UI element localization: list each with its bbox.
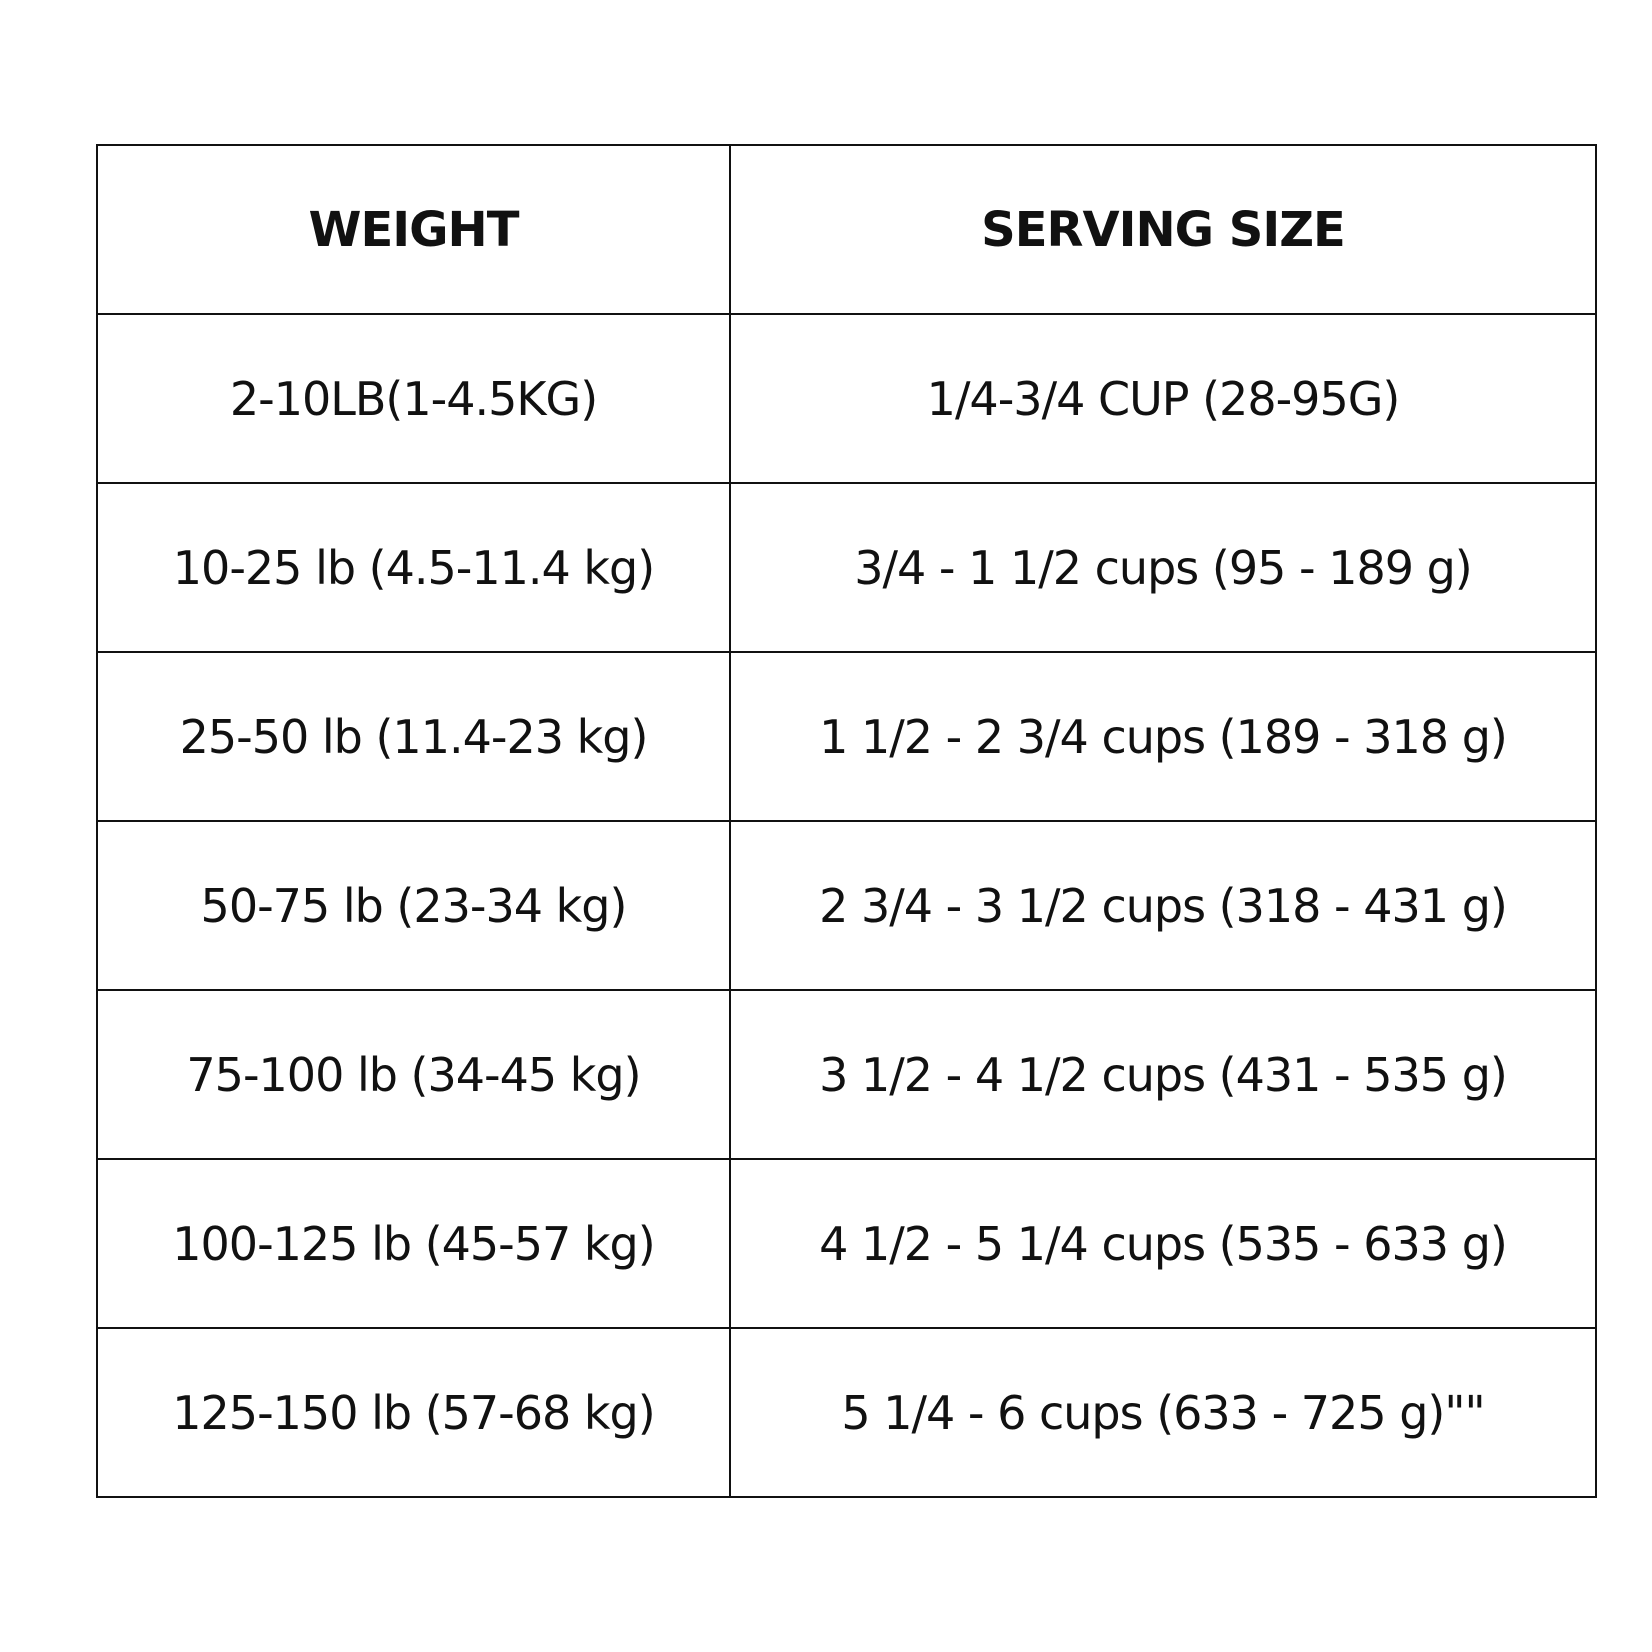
table-cell: 5 1/4 - 6 cups (633 - 725 g)"" <box>729 1327 1597 1498</box>
table-cell: 25-50 lb (11.4-23 kg) <box>96 651 731 822</box>
table-cell: 10-25 lb (4.5-11.4 kg) <box>96 482 731 653</box>
table-cell: 75-100 lb (34-45 kg) <box>96 989 731 1160</box>
table-row: 10-25 lb (4.5-11.4 kg) 3/4 - 1 1/2 cups (… <box>96 482 1597 653</box>
table-cell: 100-125 lb (45-57 kg) <box>96 1158 731 1329</box>
table-cell: 1/4-3/4 CUP (28-95G) <box>729 313 1597 484</box>
table-cell: 2 3/4 - 3 1/2 cups (318 - 431 g) <box>729 820 1597 991</box>
header-row: WEIGHT SERVING SIZE <box>96 144 1597 315</box>
table-row: 25-50 lb (11.4-23 kg) 1 1/2 - 2 3/4 cups … <box>96 651 1597 822</box>
serving-table: WEIGHT SERVING SIZE 2-10LB(1-4.5KG) 1/4-3… <box>96 144 1597 1498</box>
table-row: 100-125 lb (45-57 kg) 4 1/2 - 5 1/4 cups … <box>96 1158 1597 1329</box>
header-cell: WEIGHT <box>96 144 731 315</box>
table-cell: 125-150 lb (57-68 kg) <box>96 1327 731 1498</box>
table-row: 2-10LB(1-4.5KG) 1/4-3/4 CUP (28-95G) <box>96 313 1597 484</box>
table-cell: 2-10LB(1-4.5KG) <box>96 313 731 484</box>
table-cell: 3 1/2 - 4 1/2 cups (431 - 535 g) <box>729 989 1597 1160</box>
table-cell: 4 1/2 - 5 1/4 cups (535 - 633 g) <box>729 1158 1597 1329</box>
table-cell: 1 1/2 - 2 3/4 cups (189 - 318 g) <box>729 651 1597 822</box>
table-body: 2-10LB(1-4.5KG) 1/4-3/4 CUP (28-95G) 10-25… <box>96 313 1597 1498</box>
table-row: 125-150 lb (57-68 kg) 5 1/4 - 6 cups (633… <box>96 1327 1597 1498</box>
table-row: 50-75 lb (23-34 kg) 2 3/4 - 3 1/2 cups (3… <box>96 820 1597 991</box>
header-cell: SERVING SIZE <box>729 144 1597 315</box>
table-cell: 3/4 - 1 1/2 cups (95 - 189 g) <box>729 482 1597 653</box>
table-cell: 50-75 lb (23-34 kg) <box>96 820 731 991</box>
table-row: 75-100 lb (34-45 kg) 3 1/2 - 4 1/2 cups (… <box>96 989 1597 1160</box>
